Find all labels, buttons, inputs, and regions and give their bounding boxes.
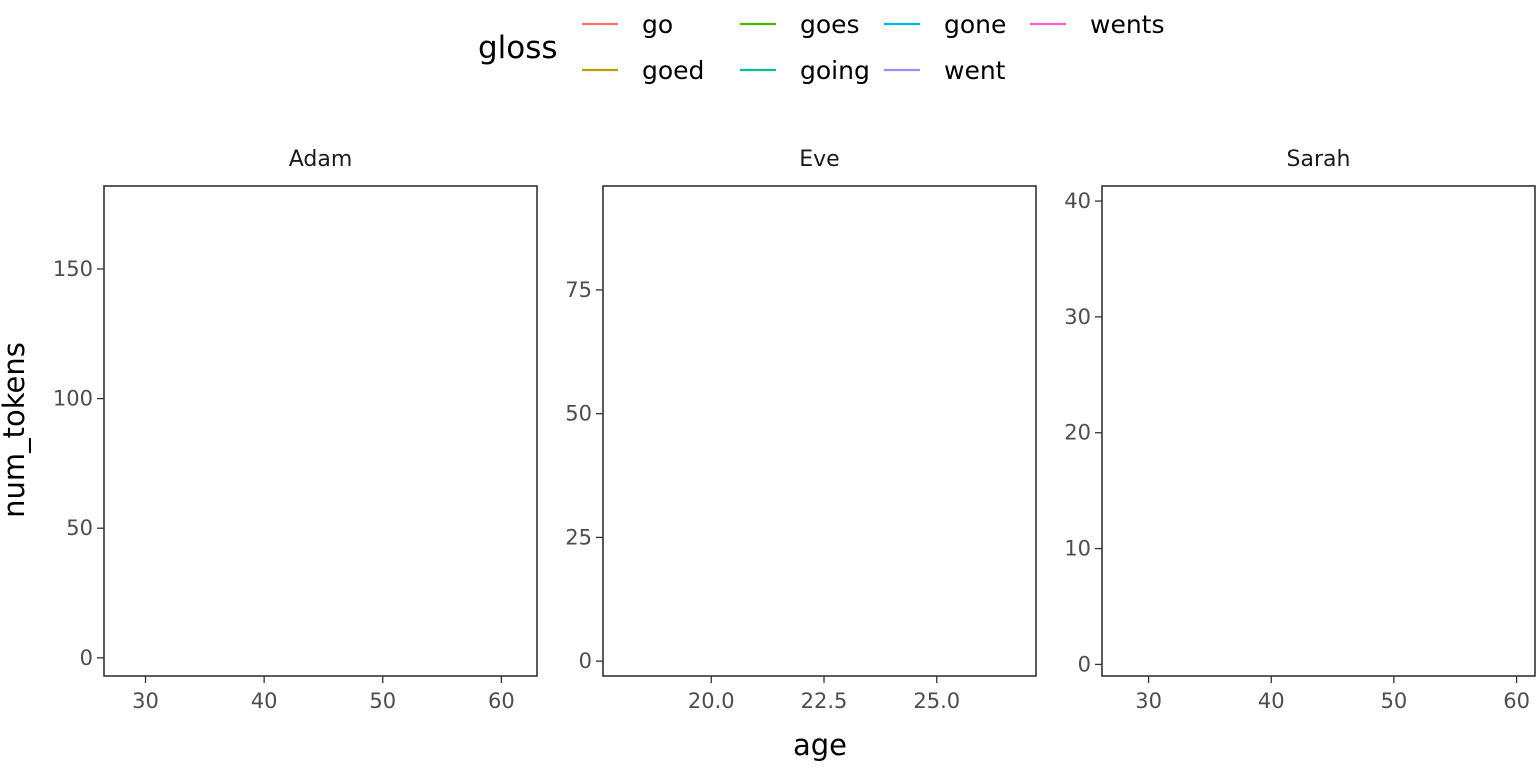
y-axis-title: num_tokens — [0, 342, 31, 518]
legend-label-gone: gone — [944, 10, 1006, 39]
legend-item-go: go — [582, 10, 673, 39]
y-tick-label-eve: 0 — [579, 649, 592, 673]
legend-item-going: going — [740, 56, 870, 85]
legend-item-goed: goed — [582, 56, 704, 85]
y-tick-label-sarah: 40 — [1064, 189, 1091, 213]
legend-label-go: go — [642, 10, 673, 39]
y-tick-label-eve: 25 — [565, 525, 592, 549]
y-tick-label-sarah: 30 — [1064, 305, 1091, 329]
panel-sarah: Sarah 0 10 20 30 40 30 40 50 60 — [1064, 147, 1536, 713]
panel-border-adam — [103, 185, 538, 677]
legend-label-wents: wents — [1090, 10, 1165, 39]
facet-title-eve: Eve — [799, 147, 839, 172]
y-tick-label-sarah: 0 — [1078, 652, 1091, 676]
x-tick-label-eve: 25.0 — [913, 689, 960, 713]
legend-title: gloss — [478, 30, 558, 66]
x-tick-label-eve: 20.0 — [688, 689, 735, 713]
legend: gloss go goed goes going gone went wents — [478, 10, 1165, 85]
legend-label-going: going — [800, 56, 870, 85]
legend-label-goes: goes — [800, 10, 860, 39]
y-tick-label-adam: 50 — [66, 516, 93, 540]
legend-item-goes: goes — [740, 10, 860, 39]
facet-title-adam: Adam — [289, 147, 353, 172]
y-tick-label-sarah: 10 — [1064, 537, 1091, 561]
panel-eve: Eve 0 25 50 75 20.0 22.5 25.0 — [565, 147, 1037, 713]
x-tick-label-adam: 50 — [369, 689, 396, 713]
panel-border-eve — [602, 185, 1037, 677]
x-tick-label-sarah: 40 — [1258, 689, 1285, 713]
y-tick-label-adam: 100 — [53, 387, 93, 411]
x-tick-label-eve: 22.5 — [801, 689, 848, 713]
panel-adam: Adam 0 50 100 150 30 40 50 60 — [53, 147, 538, 713]
legend-label-goed: goed — [642, 56, 704, 85]
legend-label-went: went — [944, 56, 1006, 85]
legend-item-wents: wents — [1030, 10, 1165, 39]
y-tick-label-eve: 75 — [565, 278, 592, 302]
x-tick-label-adam: 60 — [488, 689, 515, 713]
x-axis-title: age — [793, 728, 847, 762]
x-tick-label-adam: 30 — [132, 689, 159, 713]
x-tick-label-sarah: 30 — [1135, 689, 1162, 713]
facet-title-sarah: Sarah — [1287, 147, 1351, 172]
panel-border-sarah — [1101, 185, 1536, 677]
legend-item-went: went — [884, 56, 1006, 85]
x-tick-label-sarah: 60 — [1503, 689, 1530, 713]
y-tick-label-sarah: 20 — [1064, 421, 1091, 445]
y-tick-label-adam: 0 — [80, 646, 93, 670]
y-tick-label-adam: 150 — [53, 257, 93, 281]
x-tick-label-sarah: 50 — [1381, 689, 1408, 713]
x-tick-label-adam: 40 — [251, 689, 278, 713]
legend-item-gone: gone — [884, 10, 1006, 39]
y-tick-label-eve: 50 — [565, 402, 592, 426]
